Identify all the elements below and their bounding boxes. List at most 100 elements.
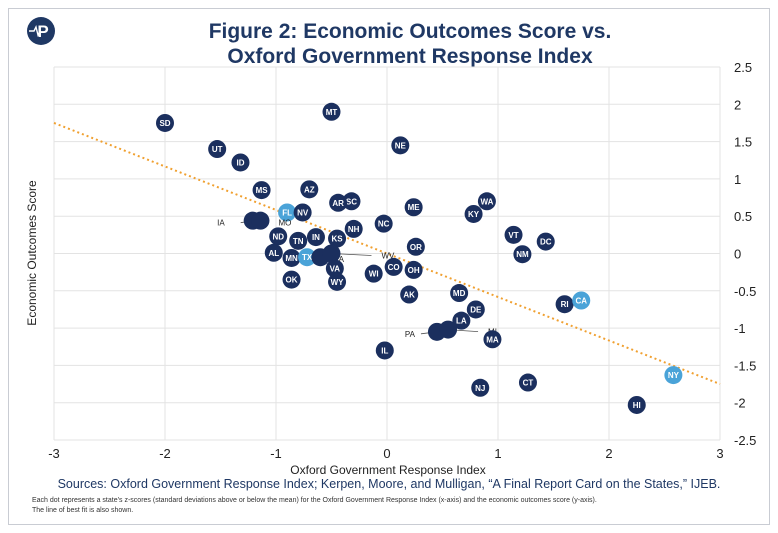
point-label: ME xyxy=(408,203,421,212)
chart-title-line2: Oxford Government Response Index xyxy=(227,45,593,68)
data-point xyxy=(328,229,347,248)
data-point xyxy=(466,300,485,319)
data-point xyxy=(282,270,301,289)
data-point xyxy=(298,248,317,267)
data-point xyxy=(329,193,348,212)
y-tick-label: 0.5 xyxy=(734,209,752,224)
data-point xyxy=(375,341,394,360)
data-point xyxy=(208,140,227,159)
point-label: CA xyxy=(575,296,587,305)
data-point xyxy=(471,378,490,397)
point-label: PA xyxy=(405,330,416,339)
y-tick-label: 2.5 xyxy=(734,60,752,75)
point-label: VA xyxy=(330,264,341,273)
x-tick-label: -2 xyxy=(159,446,171,461)
data-point xyxy=(406,237,425,256)
point-label: NJ xyxy=(475,384,485,393)
chart-title-line1: Figure 2: Economic Outcomes Score vs. xyxy=(208,20,612,43)
point-label: MD xyxy=(453,289,466,298)
point-label: ID xyxy=(236,158,244,167)
data-point xyxy=(328,272,347,291)
data-point xyxy=(252,181,271,200)
trend-line xyxy=(53,122,721,385)
point-label: SC xyxy=(346,197,357,206)
data-point xyxy=(374,214,393,233)
point-label: GA xyxy=(332,255,344,264)
point-label: MT xyxy=(326,108,338,117)
point-label: MA xyxy=(486,335,499,344)
note-line-2: The line of best fit is also shown. xyxy=(32,507,134,514)
x-tick-label: -3 xyxy=(48,446,60,461)
point-label: NV xyxy=(297,208,309,217)
point-label: WA xyxy=(480,197,493,206)
point-label: MS xyxy=(256,186,269,195)
point-label: AZ xyxy=(304,185,315,194)
point-label: DC xyxy=(540,238,552,247)
data-point xyxy=(404,198,423,217)
point-label: UT xyxy=(212,145,223,154)
point-label: AR xyxy=(332,199,344,208)
point-label: AL xyxy=(268,249,279,258)
data-point xyxy=(404,260,423,279)
data-point xyxy=(477,192,496,211)
y-tick-label: 0 xyxy=(734,247,741,262)
data-point xyxy=(293,203,312,222)
y-tick-label: -1 xyxy=(734,321,746,336)
y-tick-label: 1.5 xyxy=(734,135,752,150)
data-point xyxy=(572,291,591,310)
x-tick-label: 2 xyxy=(605,446,612,461)
point-label: CO xyxy=(388,263,400,272)
x-axis-ticks: -3 -2 -1 0 1 2 3 xyxy=(48,446,723,461)
data-point xyxy=(400,285,419,304)
source-text: Sources: Oxford Government Response Inde… xyxy=(57,477,721,491)
data-point xyxy=(384,257,403,276)
point-label: RI xyxy=(561,300,569,309)
data-point xyxy=(269,227,288,246)
point-label: OR xyxy=(410,243,422,252)
point-label: CT xyxy=(523,379,534,388)
point-label: TN xyxy=(293,237,304,246)
point-label: ND xyxy=(272,232,284,241)
point-label: KY xyxy=(468,210,480,219)
point-label: WY xyxy=(331,278,345,287)
point-label: IA xyxy=(217,219,225,228)
point-label: FL xyxy=(282,208,292,217)
point-label: KS xyxy=(331,235,343,244)
point-label: IN xyxy=(312,233,320,242)
data-point xyxy=(264,243,283,262)
data-point xyxy=(518,373,537,392)
x-tick-label: 3 xyxy=(716,446,723,461)
data-point xyxy=(300,180,319,199)
data-point xyxy=(306,228,325,247)
data-point xyxy=(439,320,458,339)
x-axis-label: Oxford Government Response Index xyxy=(290,463,485,477)
data-point xyxy=(664,366,683,385)
data-point xyxy=(483,330,502,349)
x-tick-label: -1 xyxy=(270,446,282,461)
point-label: LA xyxy=(456,317,467,326)
x-tick-label: 1 xyxy=(494,446,501,461)
y-tick-label: -1.5 xyxy=(734,358,756,373)
data-point xyxy=(364,264,383,283)
data-point xyxy=(231,153,250,172)
point-label: MO xyxy=(278,219,291,228)
data-point xyxy=(322,102,341,121)
y-tick-label: 2 xyxy=(734,97,741,112)
point-label: SD xyxy=(159,119,170,128)
point-label: TX xyxy=(302,253,313,262)
data-point xyxy=(344,219,363,238)
data-point xyxy=(278,203,297,222)
data-point xyxy=(251,211,270,230)
point-label: NC xyxy=(378,220,390,229)
data-point xyxy=(325,259,344,278)
y-tick-label: -2 xyxy=(734,396,746,411)
point-label: NE xyxy=(395,141,407,150)
data-point xyxy=(464,204,483,223)
y-axis-ticks: 2.5 2 1.5 1 0.5 0 -0.5 -1 -1.5 -2 -2.5 xyxy=(734,60,756,448)
point-label: VT xyxy=(508,231,518,240)
logo-letter: P xyxy=(37,22,48,41)
x-tick-label: 0 xyxy=(383,446,390,461)
data-point xyxy=(627,395,646,414)
